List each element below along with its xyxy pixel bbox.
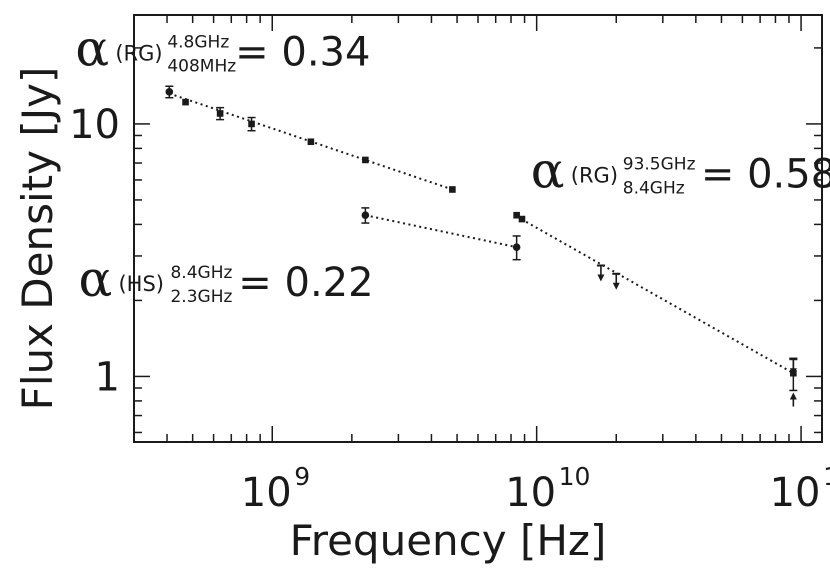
spectral-index-value: = 0.22	[238, 260, 373, 306]
spectral-index-subscript: (RG)	[571, 164, 618, 188]
alpha-symbol: α	[78, 250, 112, 308]
frequency-upper: 93.5GHz	[623, 155, 696, 175]
data-point	[512, 243, 521, 251]
x-tick-exponent: 9	[294, 462, 310, 491]
fit-line	[365, 214, 517, 249]
spectral-index-value: = 0.58	[701, 152, 830, 198]
data-point	[307, 138, 315, 146]
y-tick-label: 10	[69, 102, 120, 148]
y-tick-label: 1	[95, 354, 120, 400]
plot-frame	[133, 14, 823, 443]
x-tick-exponent: 10	[559, 462, 591, 491]
data-point	[216, 110, 224, 117]
frequency-lower: 8.4GHz	[623, 179, 685, 199]
spectral-index-label: α (RG) 4.8GHz 408MHz= 0.34	[75, 20, 370, 78]
data-point	[362, 156, 369, 164]
lower-limit-arrow	[789, 392, 797, 400]
frequency-lower: 408MHz	[167, 57, 236, 77]
frequency-upper: 4.8GHz	[167, 33, 229, 53]
data-point	[248, 120, 255, 128]
data-point	[513, 211, 520, 219]
data-point	[361, 211, 370, 220]
fit-line	[516, 215, 794, 375]
upper-limit-arrow	[789, 368, 797, 376]
x-tick-label: 10	[505, 470, 556, 516]
x-tick-label: 10	[241, 470, 292, 516]
y-axis-label: Flux Density [Jy]	[13, 67, 62, 411]
alpha-symbol: α	[531, 142, 565, 200]
upper-limit-arrow	[597, 274, 605, 282]
fit-lines	[168, 92, 794, 375]
plot-border	[133, 14, 823, 443]
data-point	[518, 215, 526, 223]
data-point	[182, 98, 189, 106]
data-points	[165, 85, 798, 407]
frequency-upper: 8.4GHz	[170, 263, 232, 283]
spectral-index-value: = 0.34	[235, 30, 370, 76]
data-point	[449, 186, 456, 193]
data-point	[165, 88, 174, 96]
spectral-index-subscript: (HS)	[118, 272, 164, 296]
spectral-index-label: α (HS) 8.4GHz 2.3GHz = 0.22	[78, 250, 373, 308]
spectral-index-subscript: (RG)	[115, 42, 162, 66]
x-tick-exponent: 11	[823, 462, 830, 491]
x-tick-label: 10	[770, 470, 821, 516]
frequency-lower: 2.3GHz	[170, 287, 232, 307]
x-axis-label: Frequency [Hz]	[290, 516, 607, 565]
spectral-index-label: α (RG) 93.5GHz 8.4GHz = 0.58	[531, 142, 830, 200]
alpha-symbol: α	[75, 20, 109, 78]
axis-ticks: 10910101011110	[69, 15, 830, 516]
upper-limit-arrow	[612, 282, 620, 290]
